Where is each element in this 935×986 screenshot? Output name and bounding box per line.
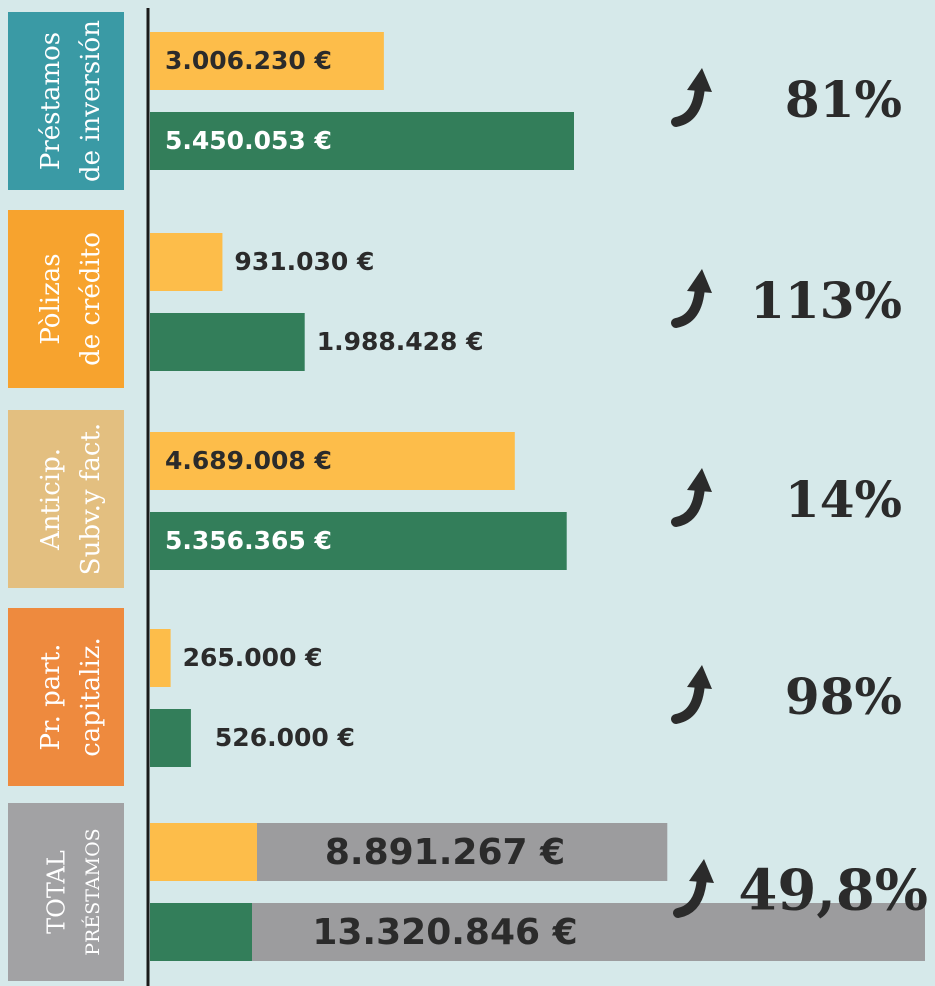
bar [150, 112, 574, 170]
change-label: 49,8% [738, 858, 928, 924]
arrow-head [687, 68, 712, 92]
category-label: PRÉSTAMOS [81, 828, 104, 955]
arrow-icon [671, 68, 712, 127]
value-label: 1.988.428 € [317, 327, 484, 356]
category-label: de crédito [76, 232, 106, 366]
category-label: Anticip. [36, 448, 66, 551]
bar [150, 629, 171, 687]
category-box [8, 803, 124, 981]
category-label: Subv.y fact. [76, 423, 106, 575]
bar [150, 512, 567, 570]
arrow-shaft [671, 282, 705, 328]
value-label: 265.000 € [183, 643, 323, 672]
value-label: 526.000 € [215, 723, 355, 752]
arrow-icon [671, 665, 712, 724]
bar [150, 233, 223, 291]
value-label: 3.006.230 € [165, 46, 332, 75]
category-box [8, 12, 124, 190]
arrow-head [687, 269, 712, 293]
change-label: 98% [785, 667, 902, 726]
bar [150, 709, 191, 767]
arrow-head [689, 859, 714, 883]
value-label: 8.891.267 € [325, 832, 565, 873]
value-label: 5.450.053 € [165, 126, 332, 155]
value-label: 931.030 € [234, 247, 374, 276]
bar-stub [150, 823, 257, 881]
arrow-shaft [673, 872, 707, 918]
value-label: 4.689.008 € [165, 446, 332, 475]
change-label: 81% [785, 70, 902, 129]
bar [150, 32, 384, 90]
arrow-shaft [671, 678, 705, 724]
category-label: Préstamos [36, 32, 66, 170]
arrow-icon [671, 269, 712, 328]
arrow-shaft [671, 81, 705, 127]
arrow-shaft [671, 481, 705, 527]
bar-stub [150, 903, 252, 961]
change-label: 113% [750, 271, 902, 330]
category-box [8, 608, 124, 786]
value-label: 5.356.365 € [165, 526, 332, 555]
value-label: 13.320.846 € [312, 912, 577, 953]
category-box [8, 410, 124, 588]
bar [150, 432, 515, 490]
category-label: TOTAL [43, 850, 71, 934]
category-label: Pr. part. [36, 644, 66, 751]
category-label: de inversión [76, 20, 106, 182]
arrow-head [687, 468, 712, 492]
bar [150, 313, 305, 371]
category-box [8, 210, 124, 388]
arrow-head [687, 665, 712, 689]
bar [150, 903, 925, 961]
arrow-icon [673, 859, 714, 918]
change-label: 14% [785, 470, 902, 529]
category-label: Pòlizas [36, 253, 66, 344]
category-label: capitaliz. [76, 637, 106, 757]
arrow-icon [671, 468, 712, 527]
